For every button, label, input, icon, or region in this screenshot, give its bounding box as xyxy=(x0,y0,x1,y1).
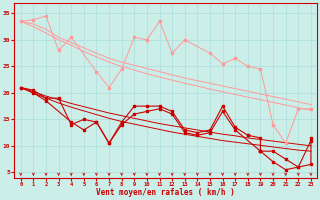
X-axis label: Vent moyen/en rafales ( km/h ): Vent moyen/en rafales ( km/h ) xyxy=(96,188,235,197)
